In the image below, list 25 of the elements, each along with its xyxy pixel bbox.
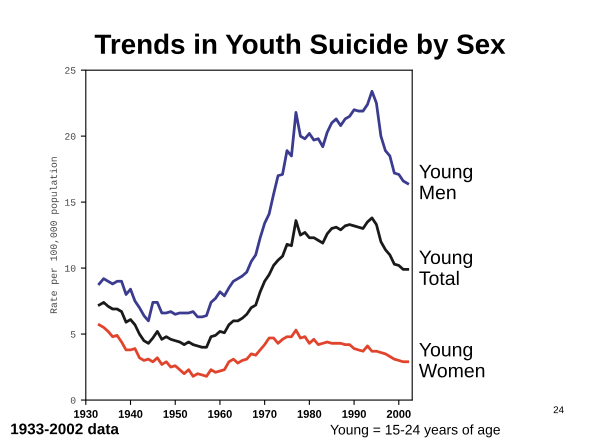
y-tick-label: 15	[65, 199, 76, 206]
line-series	[98, 323, 410, 378]
text: 1933-2002 data	[11, 423, 120, 434]
x-tick-label: 1940	[118, 410, 142, 418]
x-tick-label: 1970	[252, 410, 277, 418]
y-tick-label: 0	[70, 397, 76, 404]
series-label: Young Total	[419, 250, 472, 286]
x-tick-label: 1980	[298, 410, 322, 418]
x-tick-label: 1990	[342, 410, 366, 418]
text: 24	[554, 406, 564, 414]
y-axis-title: Rate per 100,000 population	[50, 157, 59, 314]
series-label: Young Men	[419, 164, 472, 200]
x-tick-label: 2000	[386, 410, 411, 418]
y-tick-label: 10	[65, 265, 76, 272]
line-series	[98, 216, 410, 349]
chart-title: Trends in Youth Suicide by Sex	[94, 34, 506, 60]
x-tick-label: 1930	[74, 410, 98, 418]
x-tick-label: 1960	[208, 410, 232, 418]
y-tick-label: 20	[65, 133, 76, 140]
series-label: Young Women	[418, 342, 484, 378]
y-tick-label: 25	[65, 67, 76, 74]
line-series	[98, 90, 410, 322]
y-tick-label: 5	[70, 331, 76, 338]
text: Young = 15-24 years of age	[330, 424, 500, 438]
x-tick-label: 1950	[164, 410, 188, 418]
